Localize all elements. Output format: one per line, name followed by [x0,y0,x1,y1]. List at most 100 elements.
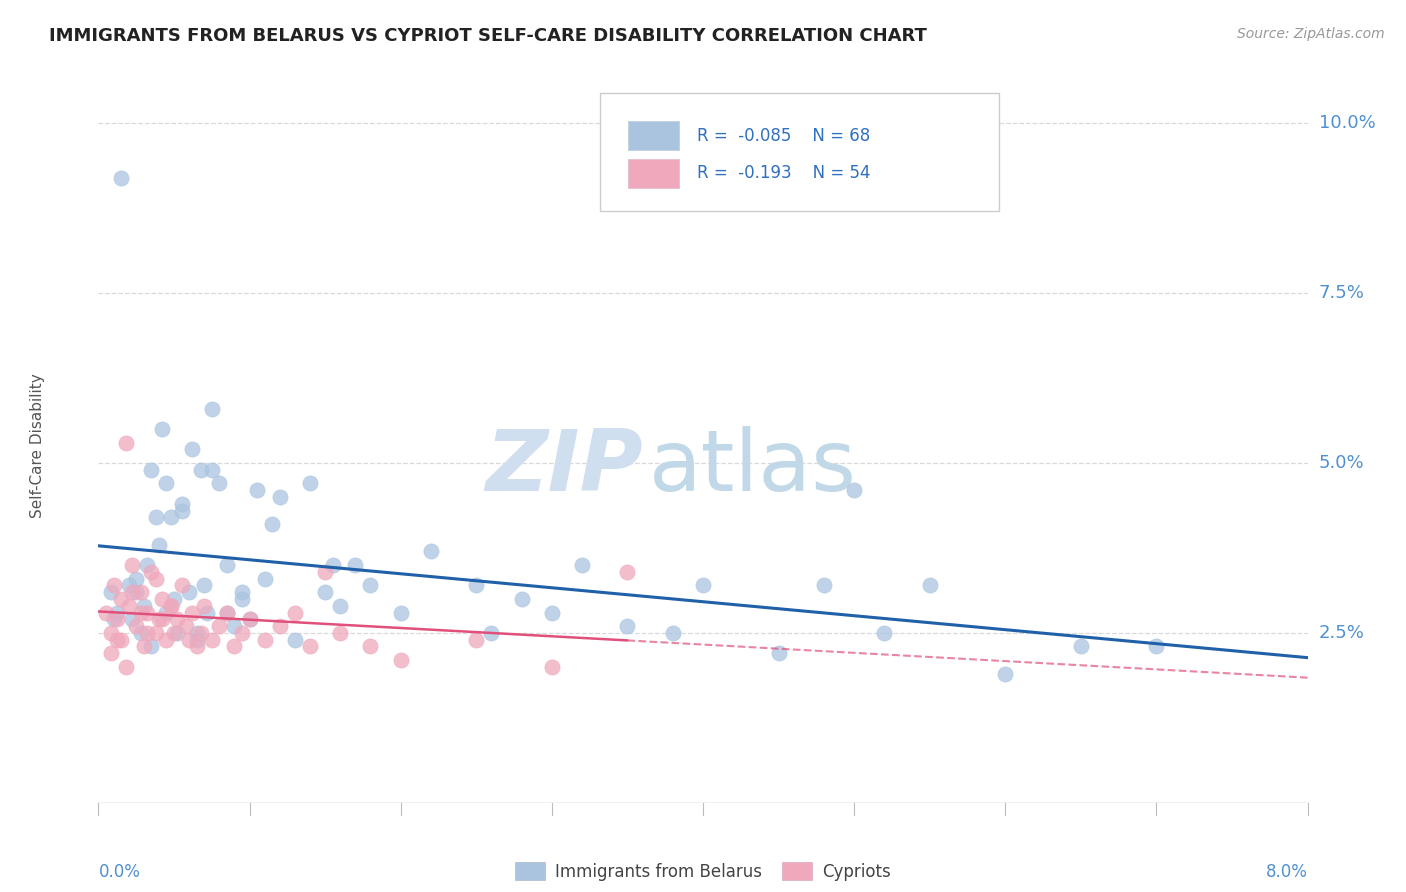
Text: 10.0%: 10.0% [1319,114,1375,132]
Point [125,572,148,586]
Point [389,606,412,620]
Point [298,476,321,491]
Text: R =  -0.085    N = 68: R = -0.085 N = 68 [697,127,870,145]
Point [616,565,638,579]
Point [269,619,291,633]
Point [114,660,136,674]
Point [181,442,204,457]
Point [329,626,352,640]
Point [329,599,352,613]
Text: R =  -0.193    N = 54: R = -0.193 N = 54 [697,164,870,182]
Point [177,585,201,599]
Point [103,612,125,626]
Point [100,646,122,660]
Point [150,612,173,626]
Point [155,476,177,491]
Point [148,537,170,551]
Point [231,591,253,606]
Point [190,626,212,640]
Point [163,591,186,606]
Point [94,606,117,620]
Point [110,632,132,647]
Point [262,517,284,532]
Point [190,463,212,477]
Point [105,606,128,620]
Text: Source: ZipAtlas.com: Source: ZipAtlas.com [1237,27,1385,41]
Point [246,483,269,498]
Point [616,619,638,633]
Point [170,497,193,511]
Point [344,558,367,572]
Point [540,606,562,620]
Point [141,565,163,579]
Text: 8.0%: 8.0% [1265,863,1308,881]
Point [132,640,155,654]
Point [100,626,122,640]
Point [322,558,344,572]
Point [420,544,443,558]
Point [661,626,683,640]
Point [201,463,224,477]
Point [239,612,262,626]
Text: 2.5%: 2.5% [1319,624,1365,642]
Point [465,578,488,592]
Point [105,612,128,626]
Point [163,626,186,640]
Point [571,558,593,572]
Point [813,578,835,592]
Point [231,585,253,599]
Point [166,626,188,640]
Legend: Immigrants from Belarus, Cypriots: Immigrants from Belarus, Cypriots [509,855,897,888]
Point [269,490,291,504]
Point [129,606,152,620]
Text: 0.0%: 0.0% [98,863,141,881]
Point [103,578,125,592]
Point [201,401,224,416]
Text: IMMIGRANTS FROM BELARUS VS CYPRIOT SELF-CARE DISABILITY CORRELATION CHART: IMMIGRANTS FROM BELARUS VS CYPRIOT SELF-… [49,27,927,45]
Point [170,503,193,517]
Bar [628,121,679,150]
Point [360,578,382,592]
Point [215,606,238,620]
Point [284,632,307,647]
Point [186,632,208,647]
Text: atlas: atlas [648,425,856,509]
Point [145,626,167,640]
Point [540,660,562,674]
Point [510,591,533,606]
Point [224,640,246,654]
Point [465,632,488,647]
Point [389,653,412,667]
Point [125,619,148,633]
Bar [628,159,679,187]
Point [129,585,152,599]
Point [177,632,201,647]
Point [193,578,215,592]
Point [994,666,1017,681]
Point [118,578,141,592]
Point [298,640,321,654]
Point [155,606,177,620]
Point [231,626,253,640]
Text: Self-Care Disability: Self-Care Disability [31,374,45,518]
Point [145,510,167,524]
Point [114,435,136,450]
Point [186,626,208,640]
Text: ZIP: ZIP [485,425,643,509]
Point [150,591,173,606]
Point [215,558,238,572]
Point [253,632,276,647]
Point [129,626,152,640]
Point [160,599,183,613]
Point [186,640,208,654]
Point [201,632,224,647]
Point [166,612,188,626]
Point [150,422,173,436]
Point [135,606,157,620]
Point [253,572,276,586]
Point [100,585,122,599]
Point [314,585,336,599]
Point [208,619,231,633]
Point [284,606,307,620]
Point [141,463,163,477]
